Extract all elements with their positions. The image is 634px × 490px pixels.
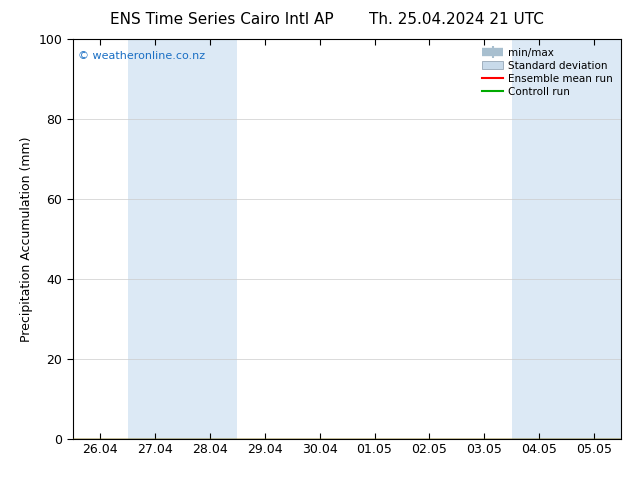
Text: Th. 25.04.2024 21 UTC: Th. 25.04.2024 21 UTC <box>369 12 544 27</box>
Y-axis label: Precipitation Accumulation (mm): Precipitation Accumulation (mm) <box>20 136 33 342</box>
Bar <box>512 39 567 439</box>
Bar <box>128 39 183 439</box>
Text: ENS Time Series Cairo Intl AP: ENS Time Series Cairo Intl AP <box>110 12 333 27</box>
Text: © weatheronline.co.nz: © weatheronline.co.nz <box>79 51 205 61</box>
Legend: min/max, Standard deviation, Ensemble mean run, Controll run: min/max, Standard deviation, Ensemble me… <box>479 45 616 100</box>
Bar <box>183 39 237 439</box>
Bar <box>567 39 621 439</box>
